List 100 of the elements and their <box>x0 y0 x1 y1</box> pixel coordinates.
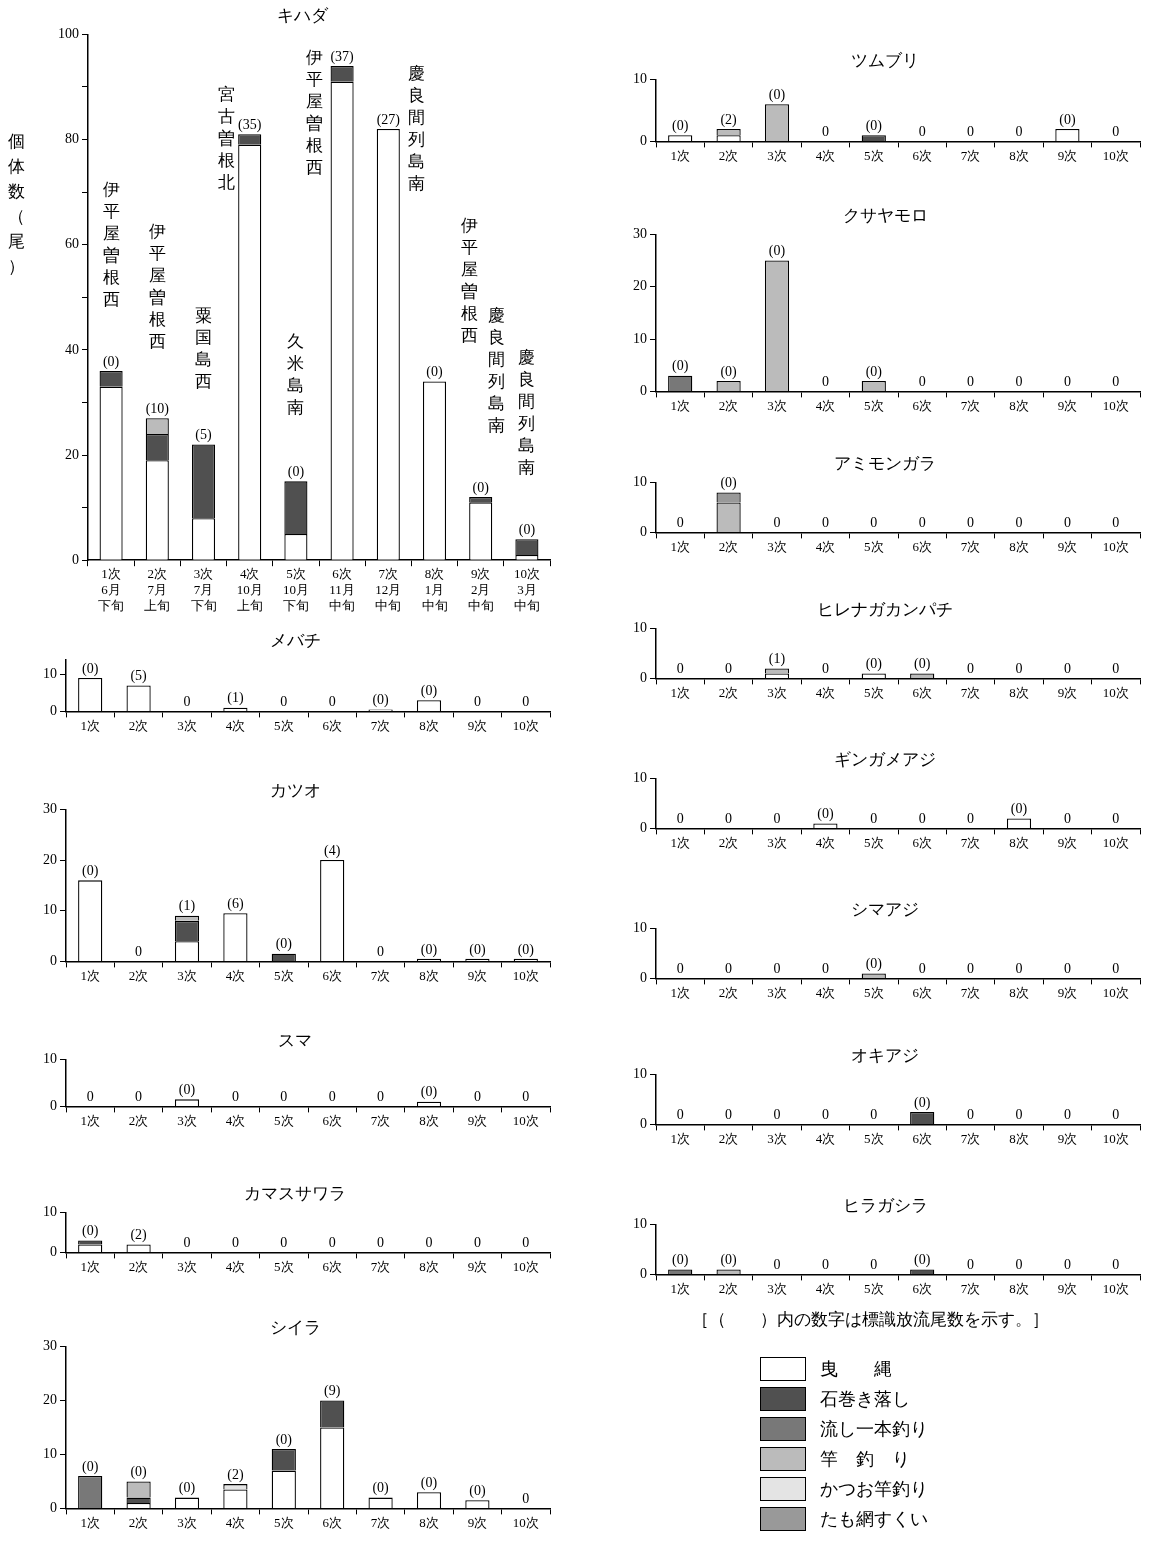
x-tick-label: 1次 <box>80 1514 100 1530</box>
annotation: (0) <box>82 1223 99 1240</box>
legend-label: 曳 縄 <box>820 1357 892 1381</box>
y-tick-label: 20 <box>43 851 57 867</box>
annotation: (5) <box>195 427 212 444</box>
annotation: (0) <box>469 1482 486 1499</box>
x-tick-label: 1次 <box>670 1130 690 1146</box>
annotation: 0 <box>328 1235 336 1251</box>
x-tick-label: 10次 <box>1102 684 1129 700</box>
y-tick-label: 0 <box>640 383 647 399</box>
annotation: 0 <box>918 124 926 140</box>
x-tick-label: 8次 <box>1009 984 1029 1000</box>
annotation: (0) <box>720 363 738 380</box>
x-tick-label: 5次 <box>864 397 884 413</box>
annotation: 0 <box>183 1235 191 1251</box>
annotation: 0 <box>86 1089 94 1105</box>
x-tick-label: 4次 <box>225 1258 246 1274</box>
annotation: 0 <box>918 374 926 390</box>
y-tick-label: 10 <box>43 902 57 918</box>
x-tick-label: 4次 <box>815 1280 836 1296</box>
x-tick-label: 8次 <box>419 1112 439 1128</box>
x-tick-label: 6次 <box>322 717 342 733</box>
annotation: 0 <box>821 1257 829 1273</box>
annotation: 0 <box>967 515 975 531</box>
annotation: 0 <box>1063 515 1071 531</box>
x-tick-label: 3次 <box>177 717 197 733</box>
x-tick-label: 10次 <box>512 1258 539 1274</box>
annotation: (2) <box>227 1466 244 1483</box>
annotation: (2) <box>720 111 738 128</box>
x-tick-label: 6次 <box>912 397 932 413</box>
annotation: 0 <box>1015 515 1023 531</box>
y-tick-label: 10 <box>43 1051 57 1067</box>
annotation: 慶良間列島南 <box>518 346 536 477</box>
x-tick-label: 8次 <box>1009 397 1029 413</box>
x-tick-label: 3次 <box>767 147 787 163</box>
x-tick-label: 5次 <box>864 1280 884 1296</box>
x-tick-label: 9次 <box>467 967 488 983</box>
x-tick-label: 2次 <box>128 717 149 733</box>
x-tick-label: 4次 <box>815 397 836 413</box>
x-tick-label: 4次 <box>815 684 836 700</box>
annotation: (0) <box>130 1464 148 1481</box>
annotation: (0) <box>82 1458 99 1475</box>
x-tick-label: 4次 <box>225 717 246 733</box>
annotation: 0 <box>967 374 975 390</box>
x-tick-label: 9次 <box>467 717 488 733</box>
y-tick-label: 0 <box>640 970 647 986</box>
x-tick-label: 9次 <box>1057 538 1078 554</box>
x-tick-label: 7次 <box>960 684 981 700</box>
annotation: 0 <box>821 661 829 677</box>
annotation: (0) <box>472 479 490 496</box>
y-tick-label: 10 <box>633 770 647 786</box>
chart-title: カツオ <box>269 779 321 800</box>
x-tick-label: 7次 <box>370 1112 391 1128</box>
y-tick-label: 20 <box>65 446 79 462</box>
x-tick-label: 2次7月上旬 <box>144 566 171 613</box>
annotation: 0 <box>918 811 926 827</box>
annotation: 0 <box>328 1089 336 1105</box>
y-tick-label: 40 <box>65 341 79 357</box>
x-tick-label: 10次 <box>1102 1280 1129 1296</box>
y-tick-label: 10 <box>633 1066 647 1082</box>
annotation: (0) <box>672 117 689 134</box>
x-tick-label: 9次 <box>1057 397 1078 413</box>
x-tick-label: 3次7月下旬 <box>190 566 217 613</box>
x-tick-label: 3次 <box>767 834 787 850</box>
x-tick-label: 9次 <box>467 1258 488 1274</box>
x-tick-label: 1次 <box>670 538 690 554</box>
x-tick-label: 5次 <box>864 984 884 1000</box>
annotation: (0) <box>1010 801 1028 818</box>
x-tick-label: 9次 <box>467 1514 488 1530</box>
annotation: 0 <box>967 124 975 140</box>
annotation: (0) <box>720 1252 738 1269</box>
annotation: (9) <box>324 1383 341 1400</box>
annotation: (0) <box>914 1252 931 1269</box>
legend-label: 石巻き落し <box>820 1387 910 1411</box>
annotation: 0 <box>821 374 829 390</box>
annotation: 0 <box>967 961 975 977</box>
annotation: 粟国島西 <box>195 304 212 391</box>
x-tick-label: 5次 <box>864 1130 884 1146</box>
legend-label: かつお竿釣り <box>820 1477 928 1501</box>
x-tick-label: 7次 <box>960 538 981 554</box>
annotation: (37) <box>330 48 355 65</box>
annotation: 0 <box>1112 515 1120 531</box>
x-tick-label: 10次 <box>1102 984 1129 1000</box>
annotation: 0 <box>773 1107 781 1123</box>
x-tick-label: 2次 <box>718 684 739 700</box>
x-tick-label: 6次 <box>322 1258 342 1274</box>
annotation: 0 <box>870 1257 878 1273</box>
annotation: 0 <box>967 1257 975 1273</box>
x-tick-label: 5次 <box>274 1514 294 1530</box>
annotation: 0 <box>1112 661 1120 677</box>
x-tick-label: 7次 <box>960 1280 981 1296</box>
annotation: 0 <box>1015 1257 1023 1273</box>
x-tick-label: 5次 <box>274 717 294 733</box>
y-tick-label: 0 <box>640 133 647 149</box>
annotation: (1) <box>768 651 786 668</box>
x-tick-label: 9次 <box>1057 984 1078 1000</box>
y-tick-label: 0 <box>640 820 647 836</box>
x-tick-label: 8次1月中旬 <box>421 566 448 613</box>
annotation: 0 <box>773 515 781 531</box>
annotation: 0 <box>1063 661 1071 677</box>
